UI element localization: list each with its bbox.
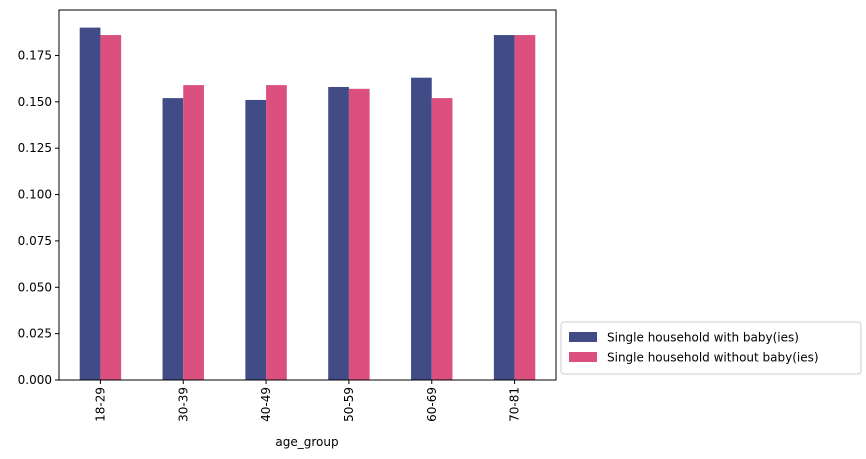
legend-swatch-series-2 bbox=[569, 352, 597, 362]
x-axis: 18-29 30-39 40-49 50-59 60-69 70-81 bbox=[93, 380, 522, 422]
y-tick-label: 0.025 bbox=[18, 327, 52, 341]
y-tick-label: 0.000 bbox=[18, 373, 52, 387]
x-tick-label: 60-69 bbox=[425, 387, 439, 422]
y-tick-label: 0.050 bbox=[18, 280, 52, 294]
bar-50-59-series-2 bbox=[348, 88, 370, 380]
plot-frame bbox=[58, 9, 557, 381]
legend: Single household with baby(ies) Single ho… bbox=[560, 321, 862, 375]
x-tick-label: 30-39 bbox=[176, 387, 190, 422]
y-tick-label: 0.100 bbox=[18, 188, 52, 202]
legend-label-series-2: Single household without baby(ies) bbox=[607, 351, 819, 365]
bar-18-29-series-1 bbox=[79, 27, 101, 381]
y-tick-label: 0.150 bbox=[18, 95, 52, 109]
y-tick-label: 0.175 bbox=[18, 48, 52, 62]
y-tick-label: 0.125 bbox=[18, 141, 52, 155]
bar-50-59-series-1 bbox=[328, 86, 349, 380]
bar-40-49-series-1 bbox=[245, 99, 267, 380]
x-axis-label: age_group bbox=[275, 435, 338, 449]
x-tick-label: 50-59 bbox=[342, 387, 356, 422]
bar-18-29-series-2 bbox=[100, 35, 122, 380]
bar-40-49-series-2 bbox=[266, 85, 287, 381]
legend-label-series-1: Single household with baby(ies) bbox=[607, 331, 799, 345]
legend-swatch-series-1 bbox=[569, 332, 597, 342]
x-tick-label: 40-49 bbox=[259, 387, 273, 422]
bar-70-81-series-1 bbox=[493, 35, 515, 380]
x-tick-label: 70-81 bbox=[508, 387, 522, 422]
bar-70-81-series-2 bbox=[514, 35, 536, 380]
y-tick-label: 0.075 bbox=[18, 234, 52, 248]
x-tick-label: 18-29 bbox=[93, 387, 107, 422]
legend-frame bbox=[560, 321, 862, 375]
bar-60-69-series-2 bbox=[431, 98, 453, 380]
bar-60-69-series-1 bbox=[411, 77, 432, 380]
bars-layer bbox=[79, 27, 536, 381]
bar-30-39-series-1 bbox=[162, 98, 184, 380]
y-axis: 0.000 0.025 0.050 0.075 0.100 0.125 0.150 0.175 bbox=[18, 48, 59, 387]
bar-30-39-series-2 bbox=[183, 85, 204, 381]
